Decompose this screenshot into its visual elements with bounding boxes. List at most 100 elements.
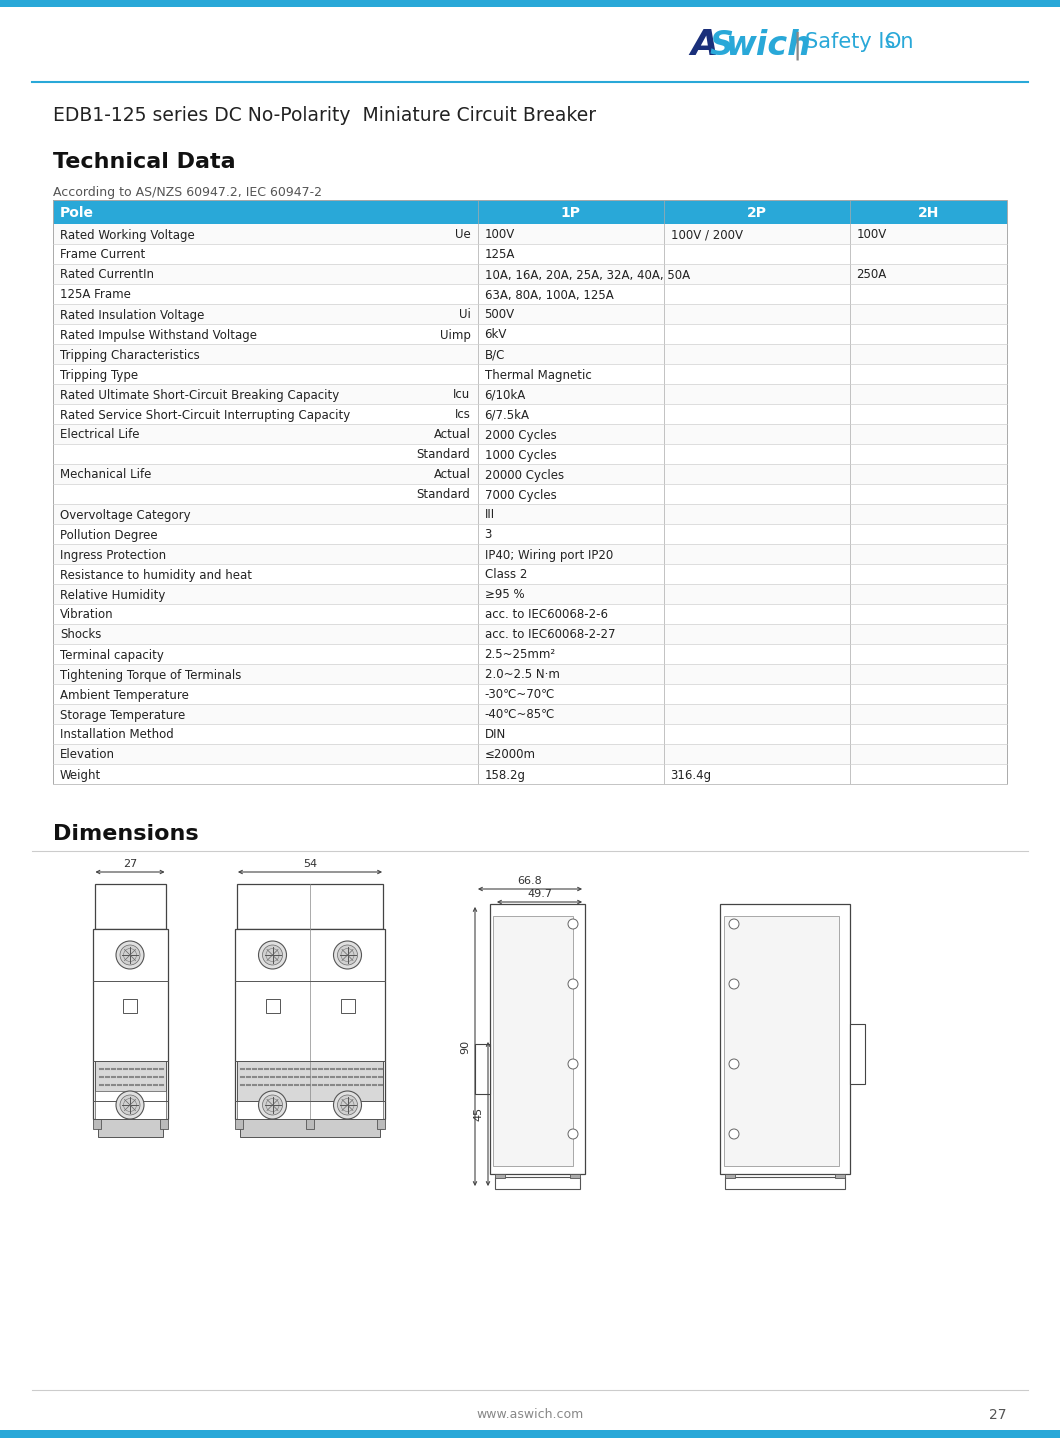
Circle shape — [568, 1129, 578, 1139]
Circle shape — [568, 979, 578, 989]
Text: Elevation: Elevation — [60, 749, 114, 762]
Text: Tightening Torque of Terminals: Tightening Torque of Terminals — [60, 669, 242, 682]
Text: Ue: Ue — [455, 229, 471, 242]
Text: acc. to IEC60068-2-27: acc. to IEC60068-2-27 — [484, 628, 615, 641]
Bar — [237, 1061, 383, 1102]
Circle shape — [337, 1094, 357, 1114]
Text: Dimensions: Dimensions — [53, 824, 198, 844]
Text: Installation Method: Installation Method — [60, 729, 174, 742]
Bar — [53, 664, 1007, 684]
Text: Ui: Ui — [459, 309, 471, 322]
Bar — [493, 916, 573, 1166]
Text: Tripping Type: Tripping Type — [60, 368, 138, 381]
Circle shape — [337, 945, 357, 965]
Text: Standard: Standard — [417, 489, 471, 502]
Bar — [495, 1173, 505, 1178]
Text: III: III — [484, 509, 495, 522]
Text: 6/10kA: 6/10kA — [484, 388, 526, 401]
Bar — [92, 1119, 101, 1129]
Text: Overvoltage Category: Overvoltage Category — [60, 509, 191, 522]
Text: Class 2: Class 2 — [484, 568, 527, 581]
Text: -40℃~85℃: -40℃~85℃ — [484, 709, 554, 722]
Bar — [237, 884, 383, 929]
Bar — [53, 200, 1007, 224]
Text: 158.2g: 158.2g — [484, 768, 526, 781]
Bar — [94, 884, 165, 929]
Text: Pole: Pole — [60, 206, 94, 220]
Circle shape — [729, 1129, 739, 1139]
Text: 20000 Cycles: 20000 Cycles — [484, 469, 564, 482]
Text: 7000 Cycles: 7000 Cycles — [484, 489, 556, 502]
Text: Vibration: Vibration — [60, 608, 113, 621]
Circle shape — [568, 1058, 578, 1068]
Bar — [98, 1119, 162, 1137]
Text: 125A: 125A — [484, 249, 515, 262]
Text: 125A Frame: 125A Frame — [60, 289, 130, 302]
Circle shape — [729, 1058, 739, 1068]
Bar — [53, 544, 1007, 564]
Bar — [306, 1119, 314, 1129]
Text: 100V: 100V — [856, 229, 887, 242]
Text: www.aswich.com: www.aswich.com — [476, 1408, 584, 1422]
Text: -30℃~70℃: -30℃~70℃ — [484, 689, 554, 702]
Text: IP40; Wiring port IP20: IP40; Wiring port IP20 — [484, 548, 613, 561]
Text: According to AS/NZS 60947.2, IEC 60947-2: According to AS/NZS 60947.2, IEC 60947-2 — [53, 186, 322, 198]
Bar — [495, 1176, 580, 1189]
Circle shape — [259, 940, 286, 969]
Circle shape — [259, 1091, 286, 1119]
Bar — [240, 1119, 379, 1137]
Text: A: A — [690, 27, 718, 62]
Circle shape — [120, 945, 140, 965]
Text: Standard: Standard — [417, 449, 471, 462]
Bar — [53, 584, 1007, 604]
Text: DIN: DIN — [484, 729, 506, 742]
Text: Storage Temperature: Storage Temperature — [60, 709, 186, 722]
Text: Frame Current: Frame Current — [60, 249, 145, 262]
Text: Actual: Actual — [434, 429, 471, 441]
Bar — [53, 743, 1007, 764]
Text: 2P: 2P — [746, 206, 766, 220]
Text: 2.5~25mm²: 2.5~25mm² — [484, 649, 555, 661]
Text: Electrical Life: Electrical Life — [60, 429, 140, 441]
Text: 100V: 100V — [484, 229, 515, 242]
Text: 63A, 80A, 100A, 125A: 63A, 80A, 100A, 125A — [484, 289, 614, 302]
Bar — [237, 1102, 383, 1129]
Text: Weight: Weight — [60, 768, 102, 781]
Circle shape — [116, 1091, 144, 1119]
Bar — [53, 303, 1007, 324]
Bar — [53, 224, 1007, 244]
Text: Rated Insulation Voltage: Rated Insulation Voltage — [60, 309, 205, 322]
Circle shape — [263, 1094, 283, 1114]
Text: S: S — [709, 29, 734, 62]
Bar — [123, 999, 137, 1012]
Text: 54: 54 — [303, 858, 317, 869]
Text: |: | — [793, 32, 802, 59]
Circle shape — [334, 1091, 361, 1119]
Text: Resistance to humidity and heat: Resistance to humidity and heat — [60, 568, 252, 581]
Text: Uimp: Uimp — [440, 328, 471, 341]
Bar — [53, 344, 1007, 364]
Text: Ingress Protection: Ingress Protection — [60, 548, 166, 561]
Text: 27: 27 — [123, 858, 137, 869]
Text: 2.0~2.5 N·m: 2.0~2.5 N·m — [484, 669, 560, 682]
Text: 250A: 250A — [856, 269, 887, 282]
Bar — [720, 905, 850, 1173]
Text: Shocks: Shocks — [60, 628, 102, 641]
Text: Rated Service Short-Circuit Interrupting Capacity: Rated Service Short-Circuit Interrupting… — [60, 408, 350, 421]
Bar — [265, 999, 280, 1012]
Circle shape — [568, 919, 578, 929]
Text: 316.4g: 316.4g — [671, 768, 711, 781]
Bar — [53, 265, 1007, 283]
Bar — [92, 929, 167, 1119]
Bar — [53, 705, 1007, 723]
Bar — [235, 1119, 243, 1129]
Text: 500V: 500V — [484, 309, 515, 322]
Bar — [725, 1173, 735, 1178]
Bar — [94, 1061, 165, 1102]
Bar — [53, 624, 1007, 644]
Text: 100V / 200V: 100V / 200V — [671, 229, 743, 242]
Bar — [850, 1024, 865, 1084]
Text: B/C: B/C — [484, 348, 505, 361]
Text: wich: wich — [725, 29, 811, 62]
Text: 90: 90 — [460, 1040, 470, 1054]
